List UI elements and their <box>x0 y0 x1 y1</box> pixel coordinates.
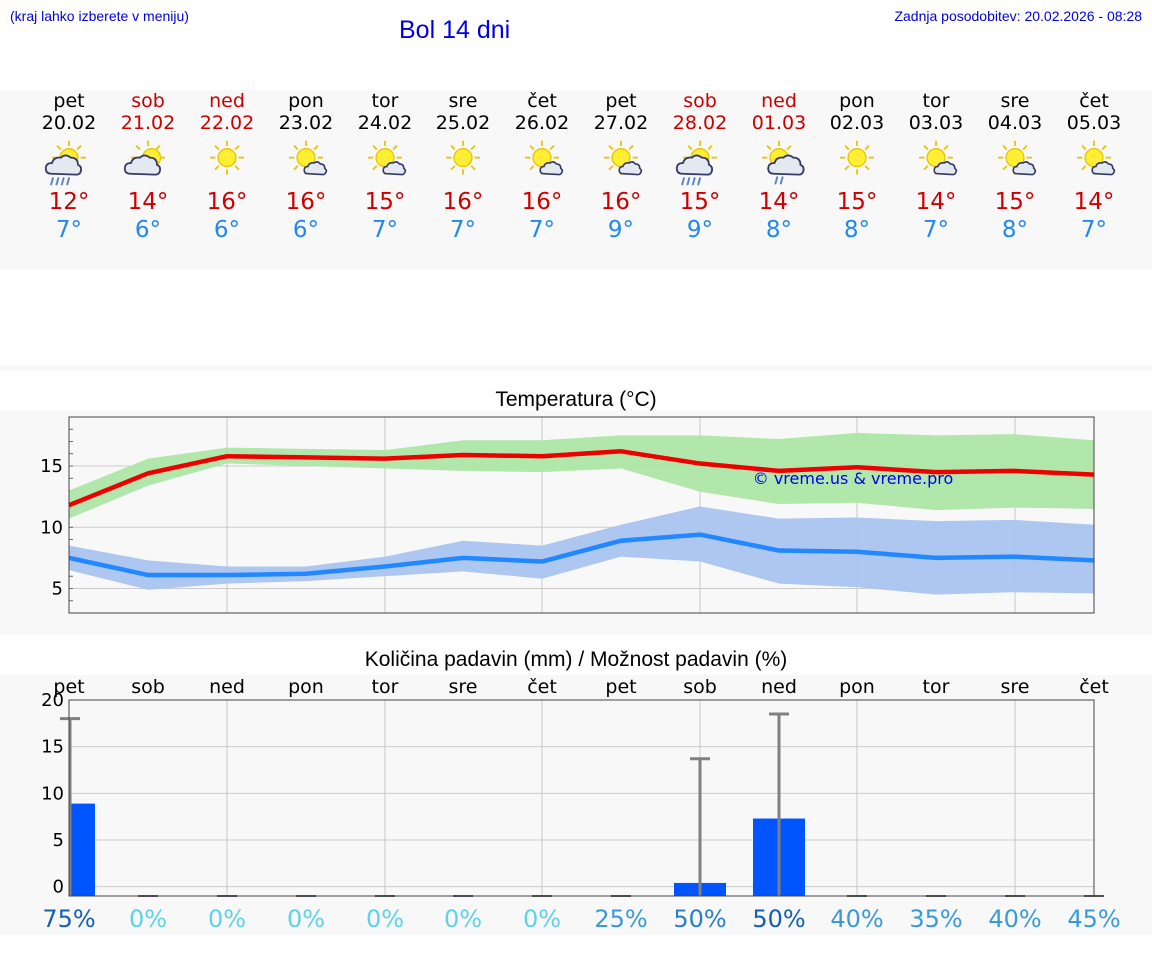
sun-small-cloud-icon <box>604 140 643 176</box>
day-name: ned <box>209 90 245 112</box>
sun-small-cloud-icon <box>368 140 407 176</box>
temperature-band <box>0 410 1152 635</box>
day-name: tor <box>371 90 399 112</box>
temp-min: 7° <box>922 217 950 243</box>
day-name: ned <box>761 90 797 112</box>
sun-small-cloud-icon <box>289 140 328 176</box>
temp-max: 16° <box>206 189 248 215</box>
precip-chart-title: Količina padavin (mm) / Možnost padavin … <box>364 648 788 671</box>
day-name: pet <box>53 90 85 112</box>
day-column: sob 28.02 15° 9° <box>660 90 740 244</box>
temp-max: 16° <box>285 189 327 215</box>
temp-min: 9° <box>607 217 635 243</box>
day-column: pet 27.02 16° 9° <box>581 90 661 244</box>
temp-min: 8° <box>765 217 793 243</box>
last-update: Zadnja posodobitev: 20.02.2026 - 08:28 <box>894 8 1142 24</box>
day-date: 27.02 <box>593 112 649 134</box>
day-column: sob 21.02 14° 6° <box>108 90 188 244</box>
precip-band <box>0 675 1152 935</box>
day-date: 25.02 <box>435 112 491 134</box>
day-date: 26.02 <box>514 112 570 134</box>
sun-cloud-icon <box>123 140 165 176</box>
sun-small-cloud-icon <box>1077 140 1116 176</box>
day-date: 03.03 <box>908 112 964 134</box>
day-column: ned 22.02 16° 6° <box>187 90 267 244</box>
day-date: 21.02 <box>120 112 176 134</box>
sun-icon <box>840 140 874 175</box>
temp-max: 15° <box>994 189 1036 215</box>
sun-small-cloud-icon <box>919 140 958 176</box>
temp-max: 16° <box>521 189 563 215</box>
day-date: 22.02 <box>199 112 255 134</box>
day-column: čet 05.03 14° 7° <box>1054 90 1134 244</box>
day-date: 23.02 <box>278 112 334 134</box>
sun-small-cloud-icon <box>998 140 1037 176</box>
day-name: čet <box>527 90 557 112</box>
temp-min: 6° <box>134 217 162 243</box>
day-name: sre <box>448 90 478 112</box>
day-column: sre 25.02 16° 7° <box>423 90 503 244</box>
temp-max: 14° <box>127 189 169 215</box>
sun-small-cloud-icon <box>525 140 564 176</box>
day-date: 05.03 <box>1066 112 1122 134</box>
temp-min: 7° <box>1080 217 1108 243</box>
temp-min: 7° <box>528 217 556 243</box>
location-hint: (kraj lahko izberete v meniju) <box>10 8 189 24</box>
temp-max: 16° <box>442 189 484 215</box>
day-column: tor 24.02 15° 7° <box>345 90 425 244</box>
temp-min: 7° <box>55 217 83 243</box>
temp-max: 14° <box>1073 189 1115 215</box>
day-column: sre 04.03 15° 8° <box>975 90 1055 244</box>
day-date: 20.02 <box>41 112 97 134</box>
divider-strip <box>0 365 1152 371</box>
sun-icon <box>446 140 480 175</box>
day-date: 01.03 <box>751 112 807 134</box>
sun-glyph <box>210 140 244 175</box>
temp-max: 16° <box>600 189 642 215</box>
day-date: 02.03 <box>829 112 885 134</box>
temp-max: 14° <box>915 189 957 215</box>
temp-min: 6° <box>292 217 320 243</box>
sun-cloud-rain-icon <box>675 140 717 186</box>
day-name: tor <box>922 90 950 112</box>
day-column: ned 01.03 14° 8° <box>739 90 819 244</box>
sun-cloud-rain-icon <box>44 140 86 186</box>
day-date: 04.03 <box>987 112 1043 134</box>
forecast-band <box>0 90 1152 270</box>
temp-max: 12° <box>48 189 90 215</box>
sun-cloud-light-rain-icon <box>762 140 805 185</box>
day-name: pon <box>839 90 875 112</box>
temp-min: 9° <box>686 217 714 243</box>
day-name: sre <box>1000 90 1030 112</box>
sun-glyph <box>840 140 874 175</box>
day-name: sob <box>683 90 717 112</box>
day-column: pet 20.02 12° 7° <box>29 90 109 244</box>
day-date: 28.02 <box>672 112 728 134</box>
day-name: sob <box>131 90 165 112</box>
sun-glyph <box>446 140 480 175</box>
day-name: pon <box>288 90 324 112</box>
day-forecast-strip: pet 20.02 12° 7° sob 21.02 14° 6° ned 22.02 16° 6° p… <box>0 90 1152 270</box>
temp-max: 15° <box>364 189 406 215</box>
day-column: tor 03.03 14° 7° <box>896 90 976 244</box>
temperature-chart-title: Temperatura (°C) <box>495 388 657 411</box>
day-column: pon 23.02 16° 6° <box>266 90 346 244</box>
day-column: pon 02.03 15° 8° <box>817 90 897 244</box>
temp-max: 15° <box>679 189 721 215</box>
day-column: čet 26.02 16° 7° <box>502 90 582 244</box>
temp-min: 7° <box>449 217 477 243</box>
temp-min: 6° <box>213 217 241 243</box>
temp-min: 8° <box>843 217 871 243</box>
day-date: 24.02 <box>357 112 413 134</box>
temp-min: 8° <box>1001 217 1029 243</box>
sun-icon <box>210 140 244 175</box>
temp-max: 15° <box>836 189 878 215</box>
temp-max: 14° <box>758 189 800 215</box>
page-title: Bol 14 dni <box>399 16 511 44</box>
temp-min: 7° <box>371 217 399 243</box>
day-name: čet <box>1079 90 1109 112</box>
day-name: pet <box>605 90 637 112</box>
